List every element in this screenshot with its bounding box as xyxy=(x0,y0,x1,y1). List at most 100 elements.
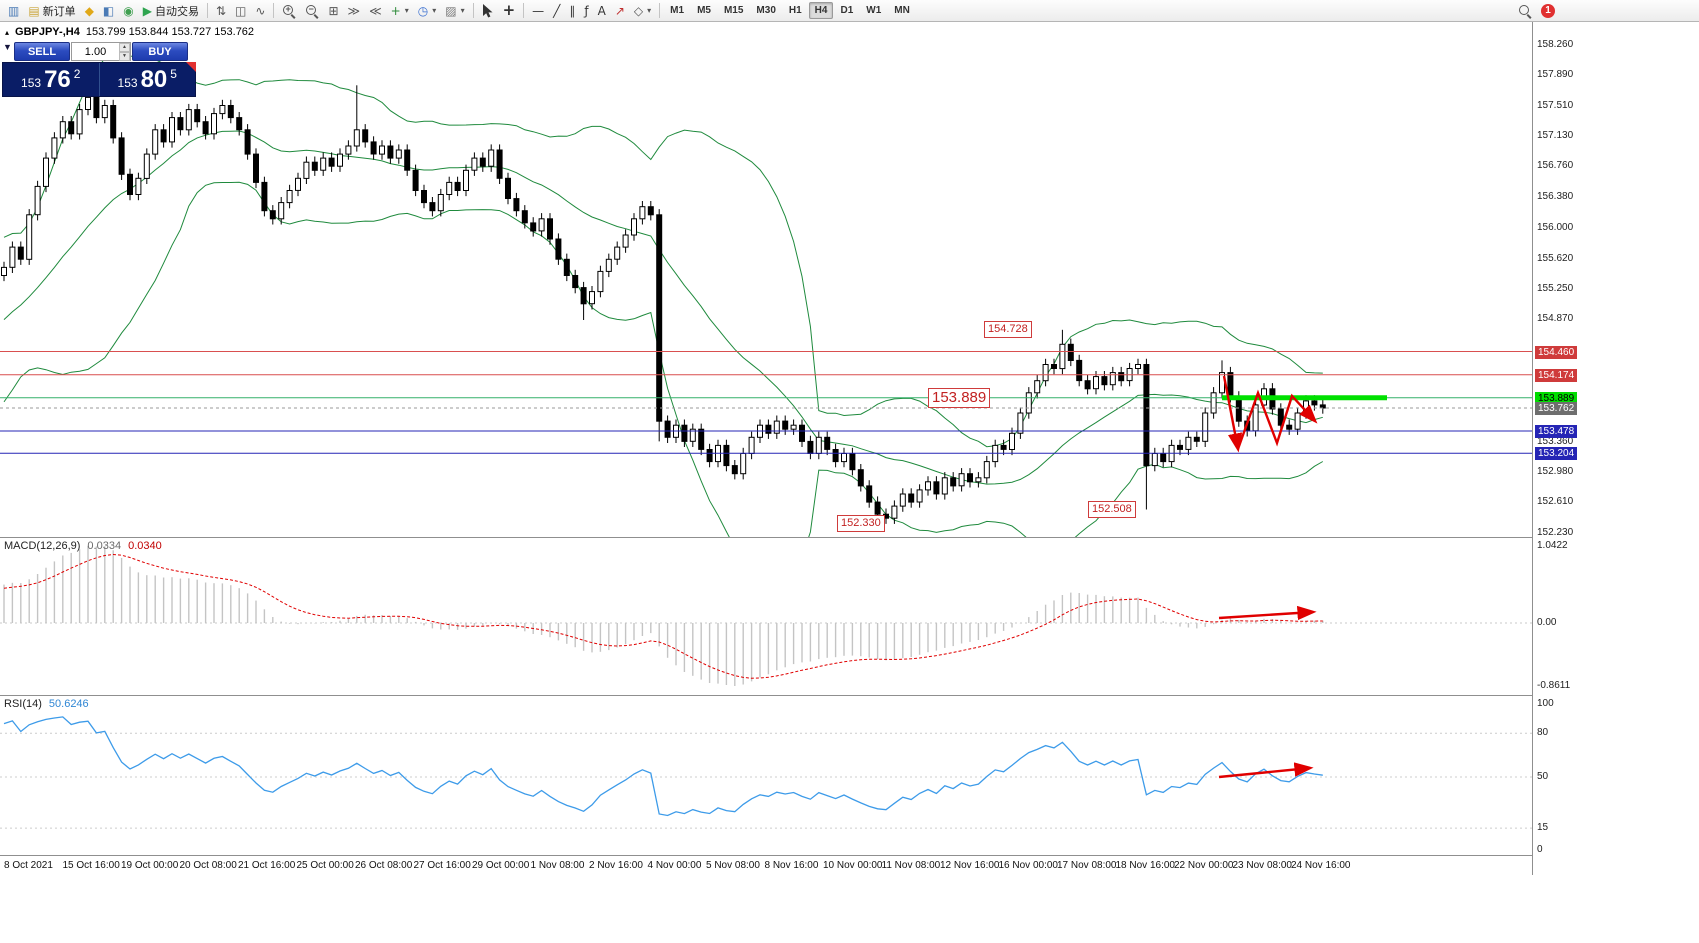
candle xyxy=(1109,372,1116,386)
macd-signal-line xyxy=(3,553,1323,679)
timeframe-m5[interactable]: M5 xyxy=(697,5,711,16)
bb-lower xyxy=(3,181,1324,537)
rsi-value: 50.6246 xyxy=(48,698,89,710)
indicators-button[interactable]: ▨ ▾ xyxy=(441,1,468,20)
rsi-tick: 15 xyxy=(1537,822,1549,833)
rsi-pane[interactable] xyxy=(0,695,1532,855)
price-tick: 157.510 xyxy=(1537,99,1574,111)
time-axis[interactable]: 8 Oct 2021 15 Oct 16:00 19 Oct 00:00 20 Oct… xyxy=(0,855,1699,875)
zoom-out-button[interactable]: − xyxy=(301,1,323,20)
new-order-button-label: 新订单 xyxy=(42,5,76,18)
macd-pane[interactable] xyxy=(0,537,1532,695)
strategy-tester-button[interactable]: ◉ xyxy=(119,1,137,20)
zoom-in-button[interactable]: + xyxy=(278,1,300,20)
charts-toolbar-button[interactable]: ▥ xyxy=(4,1,23,20)
candle xyxy=(1059,343,1066,370)
profiles-button[interactable]: ◷ ▾ xyxy=(414,1,441,20)
time-tick: 26 Oct 08:00 xyxy=(355,860,413,871)
cursor-tool-button[interactable] xyxy=(478,1,498,20)
fibonacci-tool-button[interactable]: ƒ xyxy=(580,1,592,20)
timeframe-m15[interactable]: M15 xyxy=(723,5,744,16)
candle xyxy=(908,493,915,503)
candle xyxy=(101,105,108,119)
tile-windows-button[interactable]: ⊞ xyxy=(324,1,342,20)
time-tick: 25 Oct 00:00 xyxy=(296,860,354,871)
price-axis[interactable]: 158.260 157.890 157.510 157.130 156.760 156.3… xyxy=(1532,22,1699,875)
price-tick: 152.230 xyxy=(1537,527,1574,538)
candle xyxy=(530,222,537,232)
bb-upper xyxy=(3,52,1323,448)
text-tool-button[interactable]: A xyxy=(594,1,610,20)
crosshair-tool-button[interactable]: + xyxy=(499,1,520,20)
candle xyxy=(605,258,612,272)
ask-price[interactable]: 153 80 5 xyxy=(100,63,196,96)
horizontal-line-tool-button[interactable]: — xyxy=(528,1,548,20)
autotrading-button-label: 自动交易 xyxy=(154,5,199,18)
candle xyxy=(773,420,780,434)
candle xyxy=(950,477,957,487)
candle xyxy=(866,485,873,503)
price-level-label: 153.204 xyxy=(1535,447,1578,461)
new-order-button[interactable]: ▤ 新订单 xyxy=(24,1,79,20)
new-chart-icon: + xyxy=(390,3,401,18)
equidistant-channel-tool-button[interactable]: ∥ xyxy=(565,1,579,20)
one-click-collapse-icon[interactable]: ▼ xyxy=(3,42,12,52)
chart-shift-icon: ≪ xyxy=(369,3,382,18)
timeframe-m1[interactable]: M1 xyxy=(670,5,685,16)
bar-chart-mode-button[interactable]: ⇅ xyxy=(212,1,230,20)
buy-button[interactable]: BUY xyxy=(132,42,188,61)
trend-arrow-drawing[interactable] xyxy=(1236,389,1318,450)
sell-button[interactable]: SELL xyxy=(14,42,70,61)
rsi-label: RSI(14) 50.6246 xyxy=(4,698,89,710)
rsi-tick: 100 xyxy=(1537,698,1554,709)
trendline-tool-button[interactable]: ╱ xyxy=(549,1,564,20)
candle xyxy=(899,493,906,507)
volume-up-icon[interactable]: ▲ xyxy=(119,43,130,52)
macd-arrow-drawing[interactable] xyxy=(1218,605,1317,621)
text-icon: A xyxy=(597,3,606,18)
timeframe-h4[interactable]: H4 xyxy=(808,2,834,19)
line-chart-icon: ∿ xyxy=(255,3,266,18)
timeframe-mn[interactable]: MN xyxy=(894,5,910,16)
chart-shift-button[interactable]: ≪ xyxy=(365,1,386,20)
candle xyxy=(1294,412,1301,430)
volume-down-icon[interactable]: ▼ xyxy=(119,52,130,61)
arrows-tool-button[interactable]: ↗ xyxy=(611,1,629,20)
candle xyxy=(925,481,931,491)
market-watch-button[interactable]: ◆ xyxy=(81,1,98,20)
autotrading-button[interactable]: ▶ 自动交易 xyxy=(139,1,203,20)
volume-input[interactable] xyxy=(72,45,130,58)
timeframe-m30[interactable]: M30 xyxy=(756,5,776,16)
candle xyxy=(1042,364,1049,382)
timeframe-w1[interactable]: W1 xyxy=(866,5,882,16)
candle xyxy=(1051,364,1057,369)
bid-prefix: 153 xyxy=(21,76,42,90)
timeframe-d1[interactable]: D1 xyxy=(840,5,854,16)
search-button[interactable] xyxy=(1514,1,1536,20)
trend-arrow-drawing[interactable] xyxy=(1222,375,1243,453)
auto-scroll-button[interactable]: ≫ xyxy=(344,1,365,20)
timeframe-h1[interactable]: H1 xyxy=(788,5,802,16)
price-tick: 152.980 xyxy=(1537,466,1574,478)
line-chart-mode-button[interactable]: ∿ xyxy=(251,1,269,20)
candle xyxy=(933,481,940,495)
bid-price[interactable]: 153 76 2 xyxy=(3,63,99,96)
rsi-arrow-drawing[interactable] xyxy=(1218,762,1314,779)
candle xyxy=(421,190,427,204)
candle xyxy=(76,109,83,135)
alert-corner-icon xyxy=(186,62,196,72)
shapes-tool-button[interactable]: ◇ ▾ xyxy=(630,1,655,20)
time-tick: 19 Oct 00:00 xyxy=(121,860,179,871)
chart-canvas[interactable] xyxy=(0,22,1532,537)
candle xyxy=(731,465,738,475)
candle xyxy=(1118,372,1125,382)
volume-stepper: ▲ ▼ xyxy=(119,43,130,61)
time-tick: 23 Nov 08:00 xyxy=(1232,860,1293,871)
data-window-button[interactable]: ◧ xyxy=(99,1,118,20)
new-chart-button[interactable]: + ▾ xyxy=(387,1,413,20)
notification-badge[interactable]: 1 xyxy=(1541,3,1555,18)
candle xyxy=(337,153,343,167)
candle-chart-mode-button[interactable]: ◫ xyxy=(231,1,250,20)
chevron-down-icon: ▾ xyxy=(432,6,437,15)
data-window-icon: ◧ xyxy=(102,3,115,18)
